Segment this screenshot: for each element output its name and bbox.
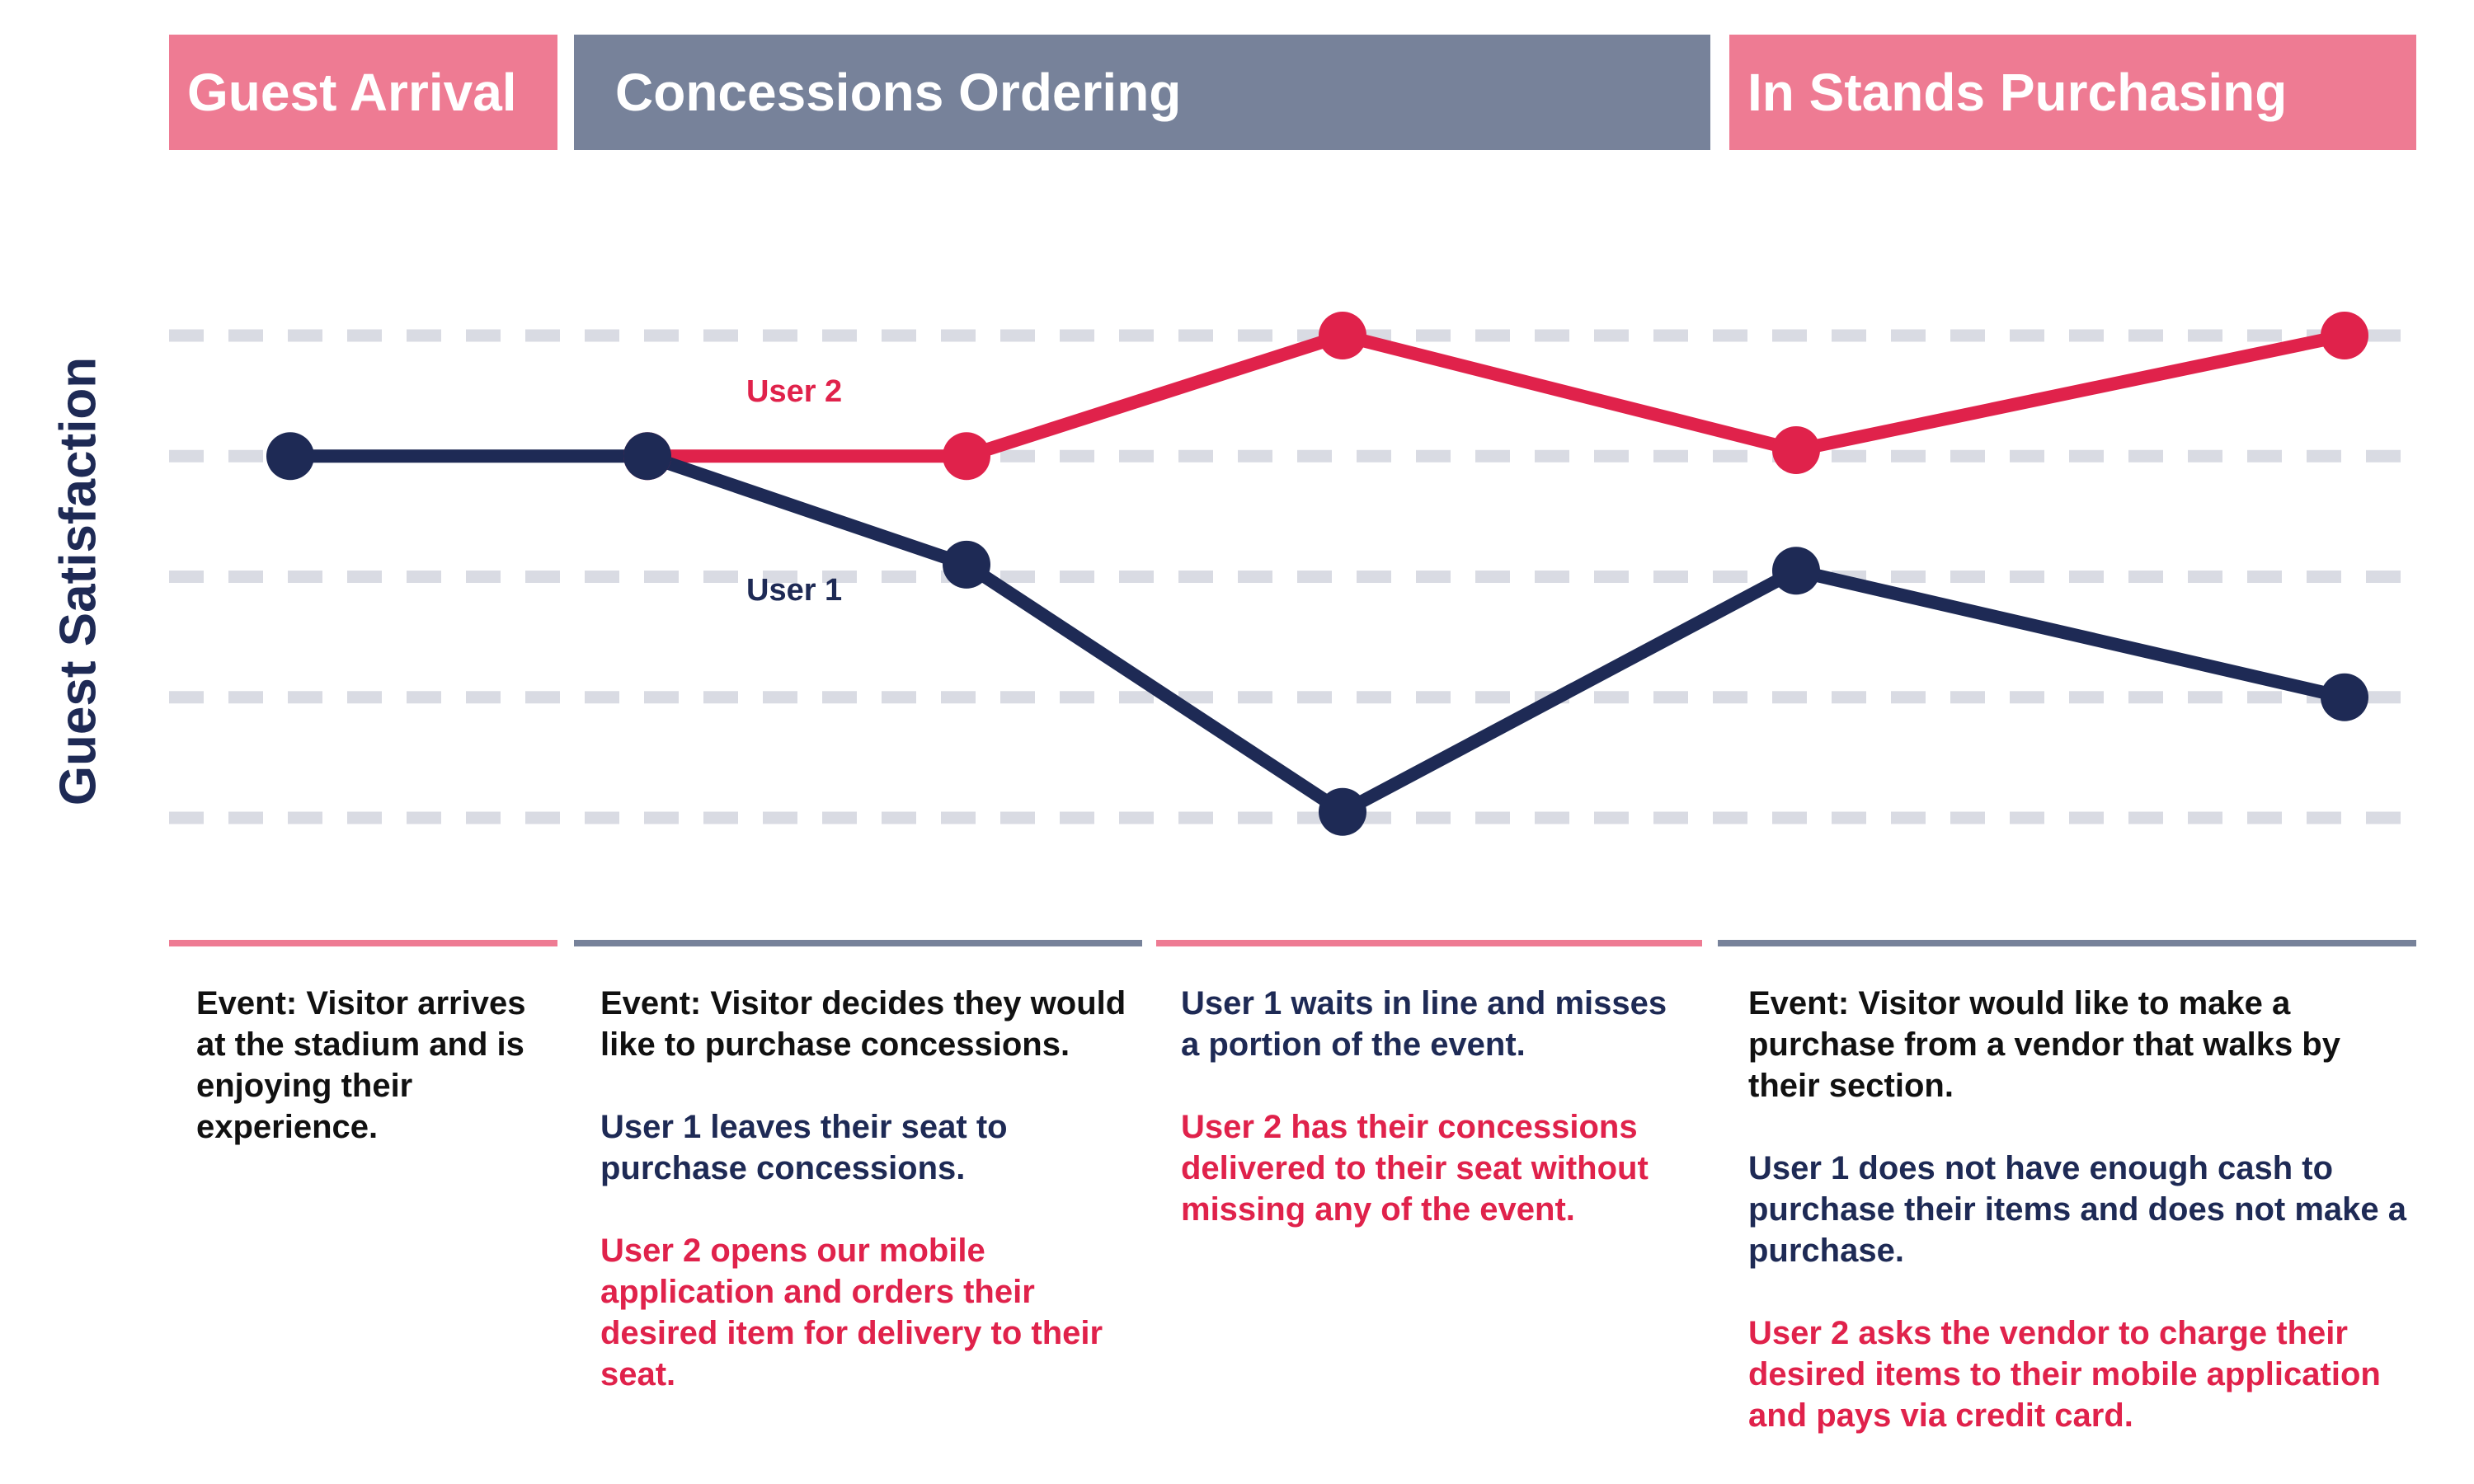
- series-label: User 2: [746, 374, 842, 409]
- phase-label: Concessions Ordering: [615, 63, 1182, 122]
- phase-label: Guest Arrival: [187, 63, 517, 122]
- data-point: [1319, 787, 1366, 836]
- data-point: [1319, 312, 1366, 359]
- description-concessions-wait: User 1 waits in line and misses a portio…: [1181, 983, 1692, 1230]
- data-point: [623, 432, 671, 481]
- description-paragraph: User 2 asks the vendor to charge their d…: [1748, 1315, 2381, 1434]
- phase-label: In Stands Purchasing: [1747, 63, 2288, 122]
- phase-header-concessions-ordering: Concessions Ordering: [574, 35, 1710, 150]
- description-divider: [169, 940, 557, 946]
- description-divider: [1718, 940, 2416, 946]
- data-point: [943, 540, 990, 589]
- phase-header-in-stands-purchasing: In Stands Purchasing: [1729, 35, 2416, 150]
- description-paragraph: User 1 does not have enough cash to purc…: [1748, 1150, 2407, 1269]
- description-paragraph: Event: Visitor would like to make a purc…: [1748, 985, 2340, 1104]
- series-label: User 1: [746, 573, 842, 608]
- data-point: [943, 432, 990, 481]
- series-line-user-2: [647, 329, 2346, 463]
- series-line-user-1: [290, 449, 2346, 819]
- phase-header-guest-arrival: Guest Arrival: [169, 35, 557, 150]
- data-point: [266, 432, 314, 481]
- description-paragraph: User 2 has their concessions delivered t…: [1181, 1109, 1649, 1228]
- description-paragraph: Event: Visitor arrives at the stadium an…: [196, 985, 526, 1145]
- description-concessions-ordering: Event: Visitor decides they would like t…: [600, 983, 1128, 1395]
- data-point: [2321, 312, 2368, 359]
- description-paragraph: User 1 leaves their seat to purchase con…: [600, 1109, 1008, 1186]
- description-in-stands-purchasing: Event: Visitor would like to make a purc…: [1748, 983, 2408, 1436]
- description-paragraph: User 2 opens our mobile application and …: [600, 1233, 1103, 1392]
- description-paragraph: Event: Visitor decides they would like t…: [600, 985, 1126, 1063]
- data-point: [2321, 673, 2368, 721]
- description-paragraph: User 1 waits in line and misses a portio…: [1181, 985, 1667, 1063]
- description-guest-arrival: Event: Visitor arrives at the stadium an…: [196, 983, 551, 1148]
- data-point: [1772, 425, 1820, 474]
- data-point: [1772, 547, 1820, 595]
- description-divider: [1156, 940, 1702, 946]
- description-divider: [574, 940, 1142, 946]
